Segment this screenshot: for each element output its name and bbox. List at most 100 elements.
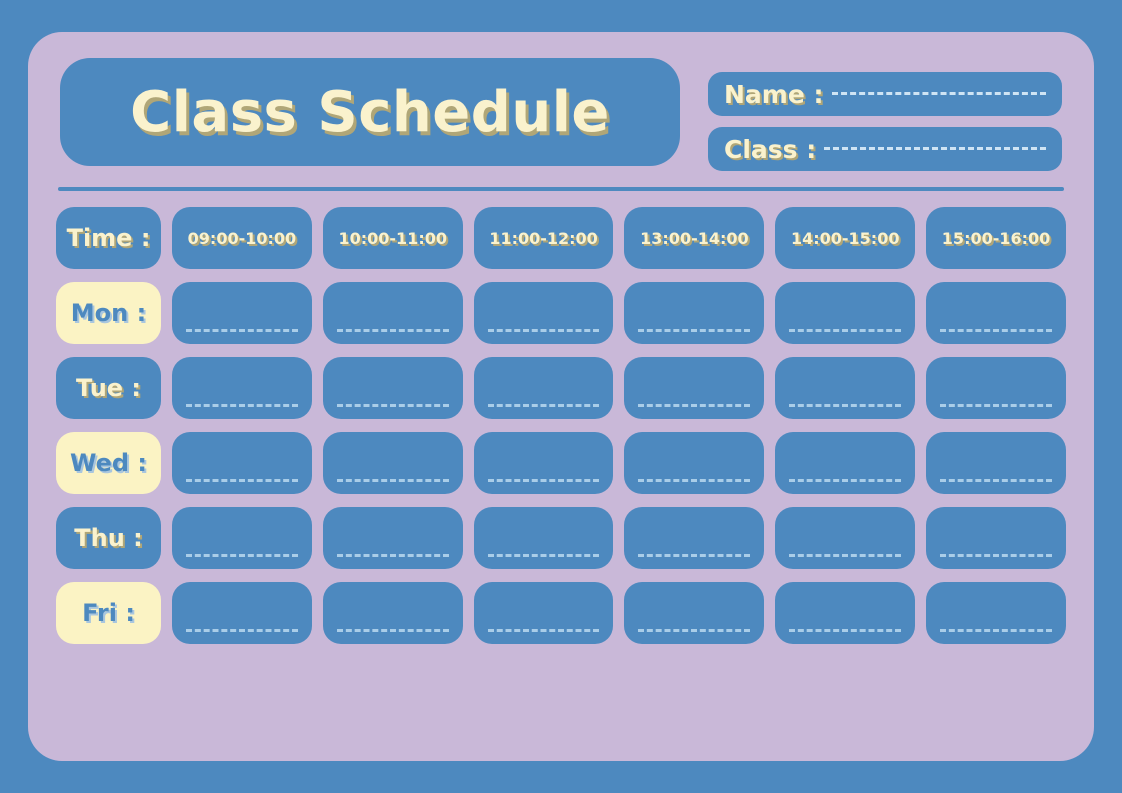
writein-line — [186, 404, 298, 407]
entry-fri-3[interactable] — [473, 582, 614, 644]
day-row-tue: Tue : — [56, 357, 1066, 419]
writein-line — [638, 554, 751, 557]
entry-mon-1[interactable] — [172, 282, 312, 344]
writein-line — [940, 629, 1052, 632]
day-row-thu: Thu : — [56, 507, 1066, 569]
entry-tue-4[interactable] — [624, 357, 765, 419]
entry-mon-2[interactable] — [322, 282, 463, 344]
writein-line — [487, 629, 600, 632]
time-slot-1: 09:00-10:00 — [172, 207, 312, 269]
entry-tue-6[interactable] — [926, 357, 1066, 419]
entry-thu-3[interactable] — [473, 507, 614, 569]
writein-line — [789, 329, 902, 332]
entry-thu-4[interactable] — [624, 507, 765, 569]
entry-fri-6[interactable] — [926, 582, 1066, 644]
day-label-wed: Wed : — [56, 432, 161, 494]
day-label-fri-text: Fri : — [82, 599, 135, 627]
time-header-row: Time : 09:00-10:00 10:00-11:00 11:00-12:… — [56, 207, 1066, 269]
writein-line — [789, 479, 902, 482]
day-label-mon: Mon : — [56, 282, 161, 344]
entry-tue-2[interactable] — [322, 357, 463, 419]
writein-line — [336, 554, 449, 557]
time-slot-4-text: 13:00-14:00 — [640, 228, 749, 248]
day-label-tue: Tue : — [56, 357, 161, 419]
header: Class Schedule Name : Class : — [56, 58, 1066, 171]
class-field-label: Class : — [724, 134, 817, 164]
day-label-fri: Fri : — [56, 582, 161, 644]
entry-thu-1[interactable] — [172, 507, 312, 569]
entry-mon-4[interactable] — [624, 282, 765, 344]
writein-line — [940, 404, 1052, 407]
writein-line — [487, 479, 600, 482]
entry-wed-3[interactable] — [473, 432, 614, 494]
entry-wed-4[interactable] — [624, 432, 765, 494]
entry-thu-6[interactable] — [926, 507, 1066, 569]
entry-wed-2[interactable] — [322, 432, 463, 494]
time-slot-2-text: 10:00-11:00 — [338, 228, 447, 248]
time-slot-3: 11:00-12:00 — [473, 207, 614, 269]
schedule-card: Class Schedule Name : Class : Time : — [28, 32, 1094, 761]
entry-thu-5[interactable] — [775, 507, 916, 569]
header-fields: Name : Class : — [708, 58, 1062, 171]
writein-line — [336, 629, 449, 632]
day-row-fri: Fri : — [56, 582, 1066, 644]
writein-line — [789, 629, 902, 632]
entry-wed-1[interactable] — [172, 432, 312, 494]
day-label-mon-text: Mon : — [70, 299, 147, 327]
time-slot-5-text: 14:00-15:00 — [790, 228, 900, 248]
class-field[interactable]: Class : — [708, 127, 1062, 171]
entry-tue-3[interactable] — [473, 357, 614, 419]
writein-line — [789, 554, 902, 557]
writein-line — [487, 554, 600, 557]
entry-mon-5[interactable] — [775, 282, 916, 344]
day-row-wed: Wed : — [56, 432, 1066, 494]
page-title: Class Schedule — [130, 79, 610, 145]
writein-line — [638, 479, 751, 482]
writein-line — [638, 629, 751, 632]
time-slot-6-text: 15:00-16:00 — [941, 228, 1051, 248]
entry-mon-3[interactable] — [473, 282, 614, 344]
writein-line — [940, 554, 1052, 557]
time-slot-2: 10:00-11:00 — [322, 207, 463, 269]
entry-fri-4[interactable] — [624, 582, 765, 644]
writein-line — [487, 329, 600, 332]
writein-line — [186, 329, 298, 332]
title-banner: Class Schedule — [60, 58, 680, 166]
entry-fri-1[interactable] — [172, 582, 312, 644]
entry-wed-5[interactable] — [775, 432, 916, 494]
time-header-label: Time : — [56, 207, 161, 269]
day-row-mon: Mon : — [56, 282, 1066, 344]
writein-line — [336, 329, 449, 332]
writein-line — [336, 404, 449, 407]
time-slot-4: 13:00-14:00 — [624, 207, 765, 269]
day-label-thu: Thu : — [56, 507, 161, 569]
writein-line — [487, 404, 600, 407]
entry-thu-2[interactable] — [322, 507, 463, 569]
writein-line — [186, 554, 298, 557]
time-slot-3-text: 11:00-12:00 — [489, 228, 598, 248]
entry-wed-6[interactable] — [926, 432, 1066, 494]
writein-line — [186, 479, 298, 482]
day-label-tue-text: Tue : — [75, 374, 142, 402]
writein-line — [336, 479, 449, 482]
entry-fri-2[interactable] — [322, 582, 463, 644]
writein-line — [186, 629, 298, 632]
writein-line — [638, 329, 751, 332]
entry-tue-1[interactable] — [172, 357, 312, 419]
time-slot-1-text: 09:00-10:00 — [187, 228, 297, 248]
entry-mon-6[interactable] — [926, 282, 1066, 344]
entry-fri-5[interactable] — [775, 582, 916, 644]
writein-line — [940, 479, 1052, 482]
name-field[interactable]: Name : — [708, 72, 1062, 116]
header-divider — [58, 187, 1064, 191]
writein-line — [789, 404, 902, 407]
entry-tue-5[interactable] — [775, 357, 916, 419]
schedule-grid: Time : 09:00-10:00 10:00-11:00 11:00-12:… — [56, 207, 1066, 644]
time-header-label-text: Time : — [66, 224, 151, 252]
name-field-label: Name : — [724, 79, 824, 109]
time-slot-6: 15:00-16:00 — [926, 207, 1066, 269]
name-field-writein-line[interactable] — [831, 91, 1046, 95]
writein-line — [638, 404, 751, 407]
class-field-writein-line[interactable] — [824, 146, 1046, 150]
